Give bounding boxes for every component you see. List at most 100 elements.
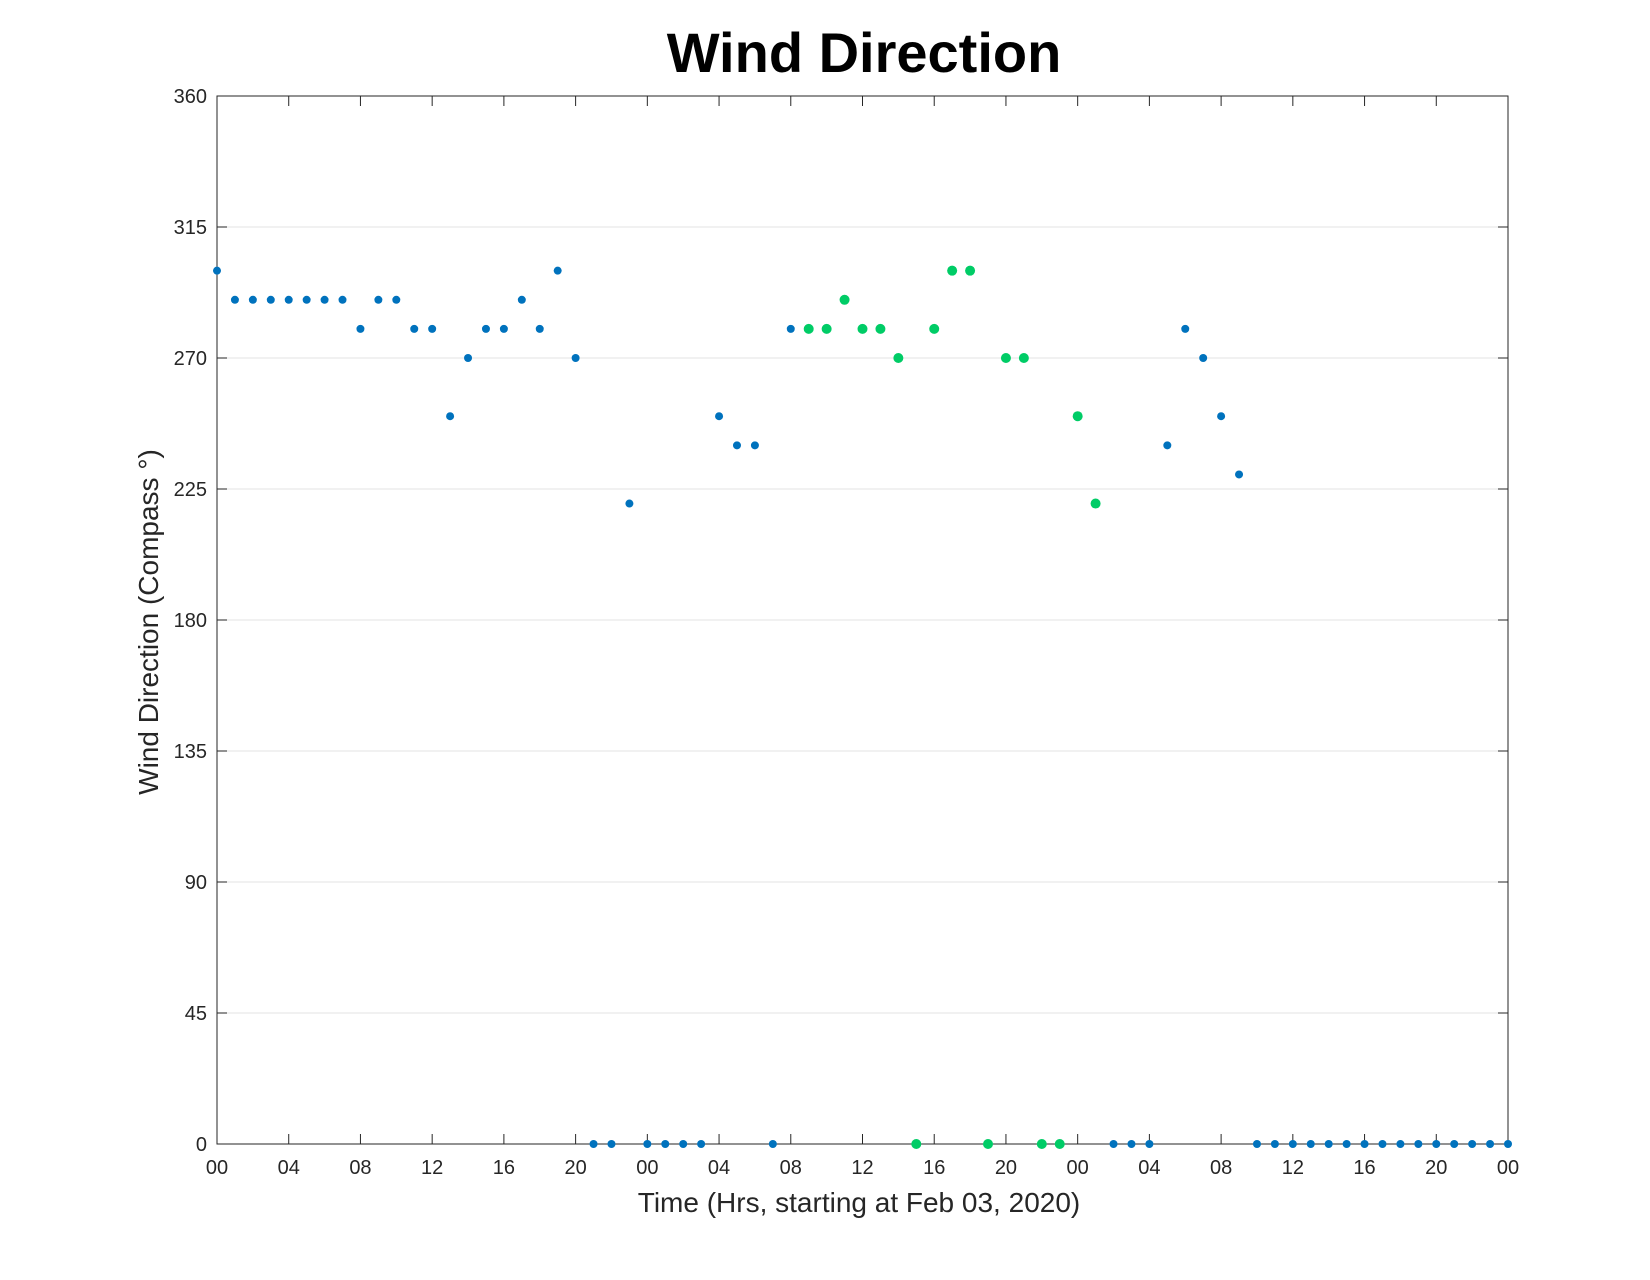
data-point	[1199, 354, 1208, 362]
data-point	[732, 441, 741, 450]
data-point	[1090, 498, 1101, 509]
data-point	[786, 324, 795, 333]
y-tick-label: 225	[174, 479, 207, 501]
x-tick-label: 20	[995, 1157, 1017, 1179]
x-tick-label: 20	[564, 1157, 586, 1179]
data-point	[428, 324, 437, 333]
data-point	[697, 1140, 706, 1148]
data-point	[499, 324, 508, 333]
data-point	[1324, 1140, 1333, 1148]
data-point	[839, 294, 850, 305]
data-point	[589, 1140, 598, 1148]
data-point	[643, 1140, 652, 1148]
x-tick-label: 16	[493, 1157, 515, 1179]
data-point	[1000, 353, 1011, 363]
data-point	[1072, 411, 1083, 422]
y-tick-label: 360	[174, 86, 207, 108]
x-tick-label: 16	[923, 1157, 945, 1179]
data-point	[1181, 324, 1190, 333]
data-point	[1270, 1140, 1279, 1148]
data-point	[535, 324, 544, 333]
x-tick-label: 16	[1353, 1157, 1375, 1179]
x-tick-label: 04	[708, 1157, 730, 1179]
data-point	[661, 1140, 670, 1148]
data-point	[571, 354, 580, 362]
y-tick-label: 315	[174, 217, 207, 239]
data-point	[1163, 441, 1172, 450]
data-point	[230, 295, 239, 304]
data-point	[1018, 353, 1029, 363]
data-point	[679, 1140, 688, 1148]
grid-lines	[217, 95, 1508, 1145]
data-point	[947, 265, 958, 276]
data-point	[965, 265, 976, 276]
x-tick-label: 12	[851, 1157, 873, 1179]
data-points	[213, 265, 1512, 1149]
data-point	[284, 295, 293, 304]
data-point	[1360, 1140, 1369, 1148]
data-point	[248, 295, 257, 304]
x-tick-label: 00	[1067, 1157, 1089, 1179]
x-tick-label: 00	[1497, 1157, 1519, 1179]
y-tick-label: 0	[196, 1134, 207, 1156]
data-point	[266, 295, 275, 304]
x-axis-label: Time (Hrs, starting at Feb 03, 2020)	[638, 1187, 1080, 1218]
data-point	[1504, 1140, 1512, 1148]
data-point	[464, 354, 473, 362]
data-point	[1036, 1139, 1047, 1149]
x-tick-label: 00	[206, 1157, 228, 1179]
data-point	[1414, 1140, 1423, 1148]
data-point	[481, 324, 490, 333]
data-point	[875, 323, 886, 334]
y-tick-label: 45	[185, 1003, 207, 1025]
data-point	[410, 324, 419, 333]
data-point	[1288, 1140, 1297, 1148]
data-point	[1235, 470, 1244, 479]
y-axis-label: Wind Direction (Compass °)	[133, 449, 164, 795]
x-tick-label: 04	[278, 1157, 300, 1179]
data-point	[302, 295, 311, 304]
data-point	[446, 412, 455, 421]
data-point	[1432, 1140, 1441, 1148]
data-point	[1468, 1140, 1477, 1148]
data-point	[1450, 1140, 1459, 1148]
x-tick-label: 12	[421, 1157, 443, 1179]
data-point	[517, 295, 526, 304]
data-point	[768, 1140, 777, 1148]
data-point	[374, 295, 383, 304]
chart-title: Wind Direction	[667, 21, 1062, 84]
data-point	[929, 323, 940, 334]
axis-ticks: 0 45 90 135 180 225 270 315 360 00 04 08 12 16 20 00 04 0…	[174, 86, 1520, 1179]
data-point	[750, 441, 759, 450]
data-point	[213, 266, 221, 275]
data-point	[893, 353, 904, 363]
y-tick-label: 135	[174, 741, 207, 763]
data-point	[1252, 1140, 1261, 1148]
data-point	[715, 412, 724, 421]
x-tick-label: 08	[349, 1157, 371, 1179]
data-point	[911, 1139, 922, 1149]
y-tick-label: 270	[174, 348, 207, 370]
y-tick-label: 180	[174, 610, 207, 632]
data-point	[356, 324, 365, 333]
data-point	[607, 1140, 616, 1148]
data-point	[821, 323, 832, 334]
x-tick-label: 08	[1210, 1157, 1232, 1179]
data-point	[1396, 1140, 1405, 1148]
data-point	[1109, 1140, 1118, 1148]
data-point	[1342, 1140, 1351, 1148]
x-tick-label: 04	[1138, 1157, 1160, 1179]
data-point	[803, 323, 814, 334]
x-tick-label: 00	[636, 1157, 658, 1179]
data-point	[1145, 1140, 1154, 1148]
data-point	[1217, 412, 1226, 421]
x-tick-label: 12	[1282, 1157, 1304, 1179]
data-point	[1486, 1140, 1495, 1148]
data-point	[392, 295, 401, 304]
data-point	[338, 295, 347, 304]
data-point	[1306, 1140, 1315, 1148]
data-point	[857, 323, 868, 334]
data-point	[625, 499, 634, 508]
